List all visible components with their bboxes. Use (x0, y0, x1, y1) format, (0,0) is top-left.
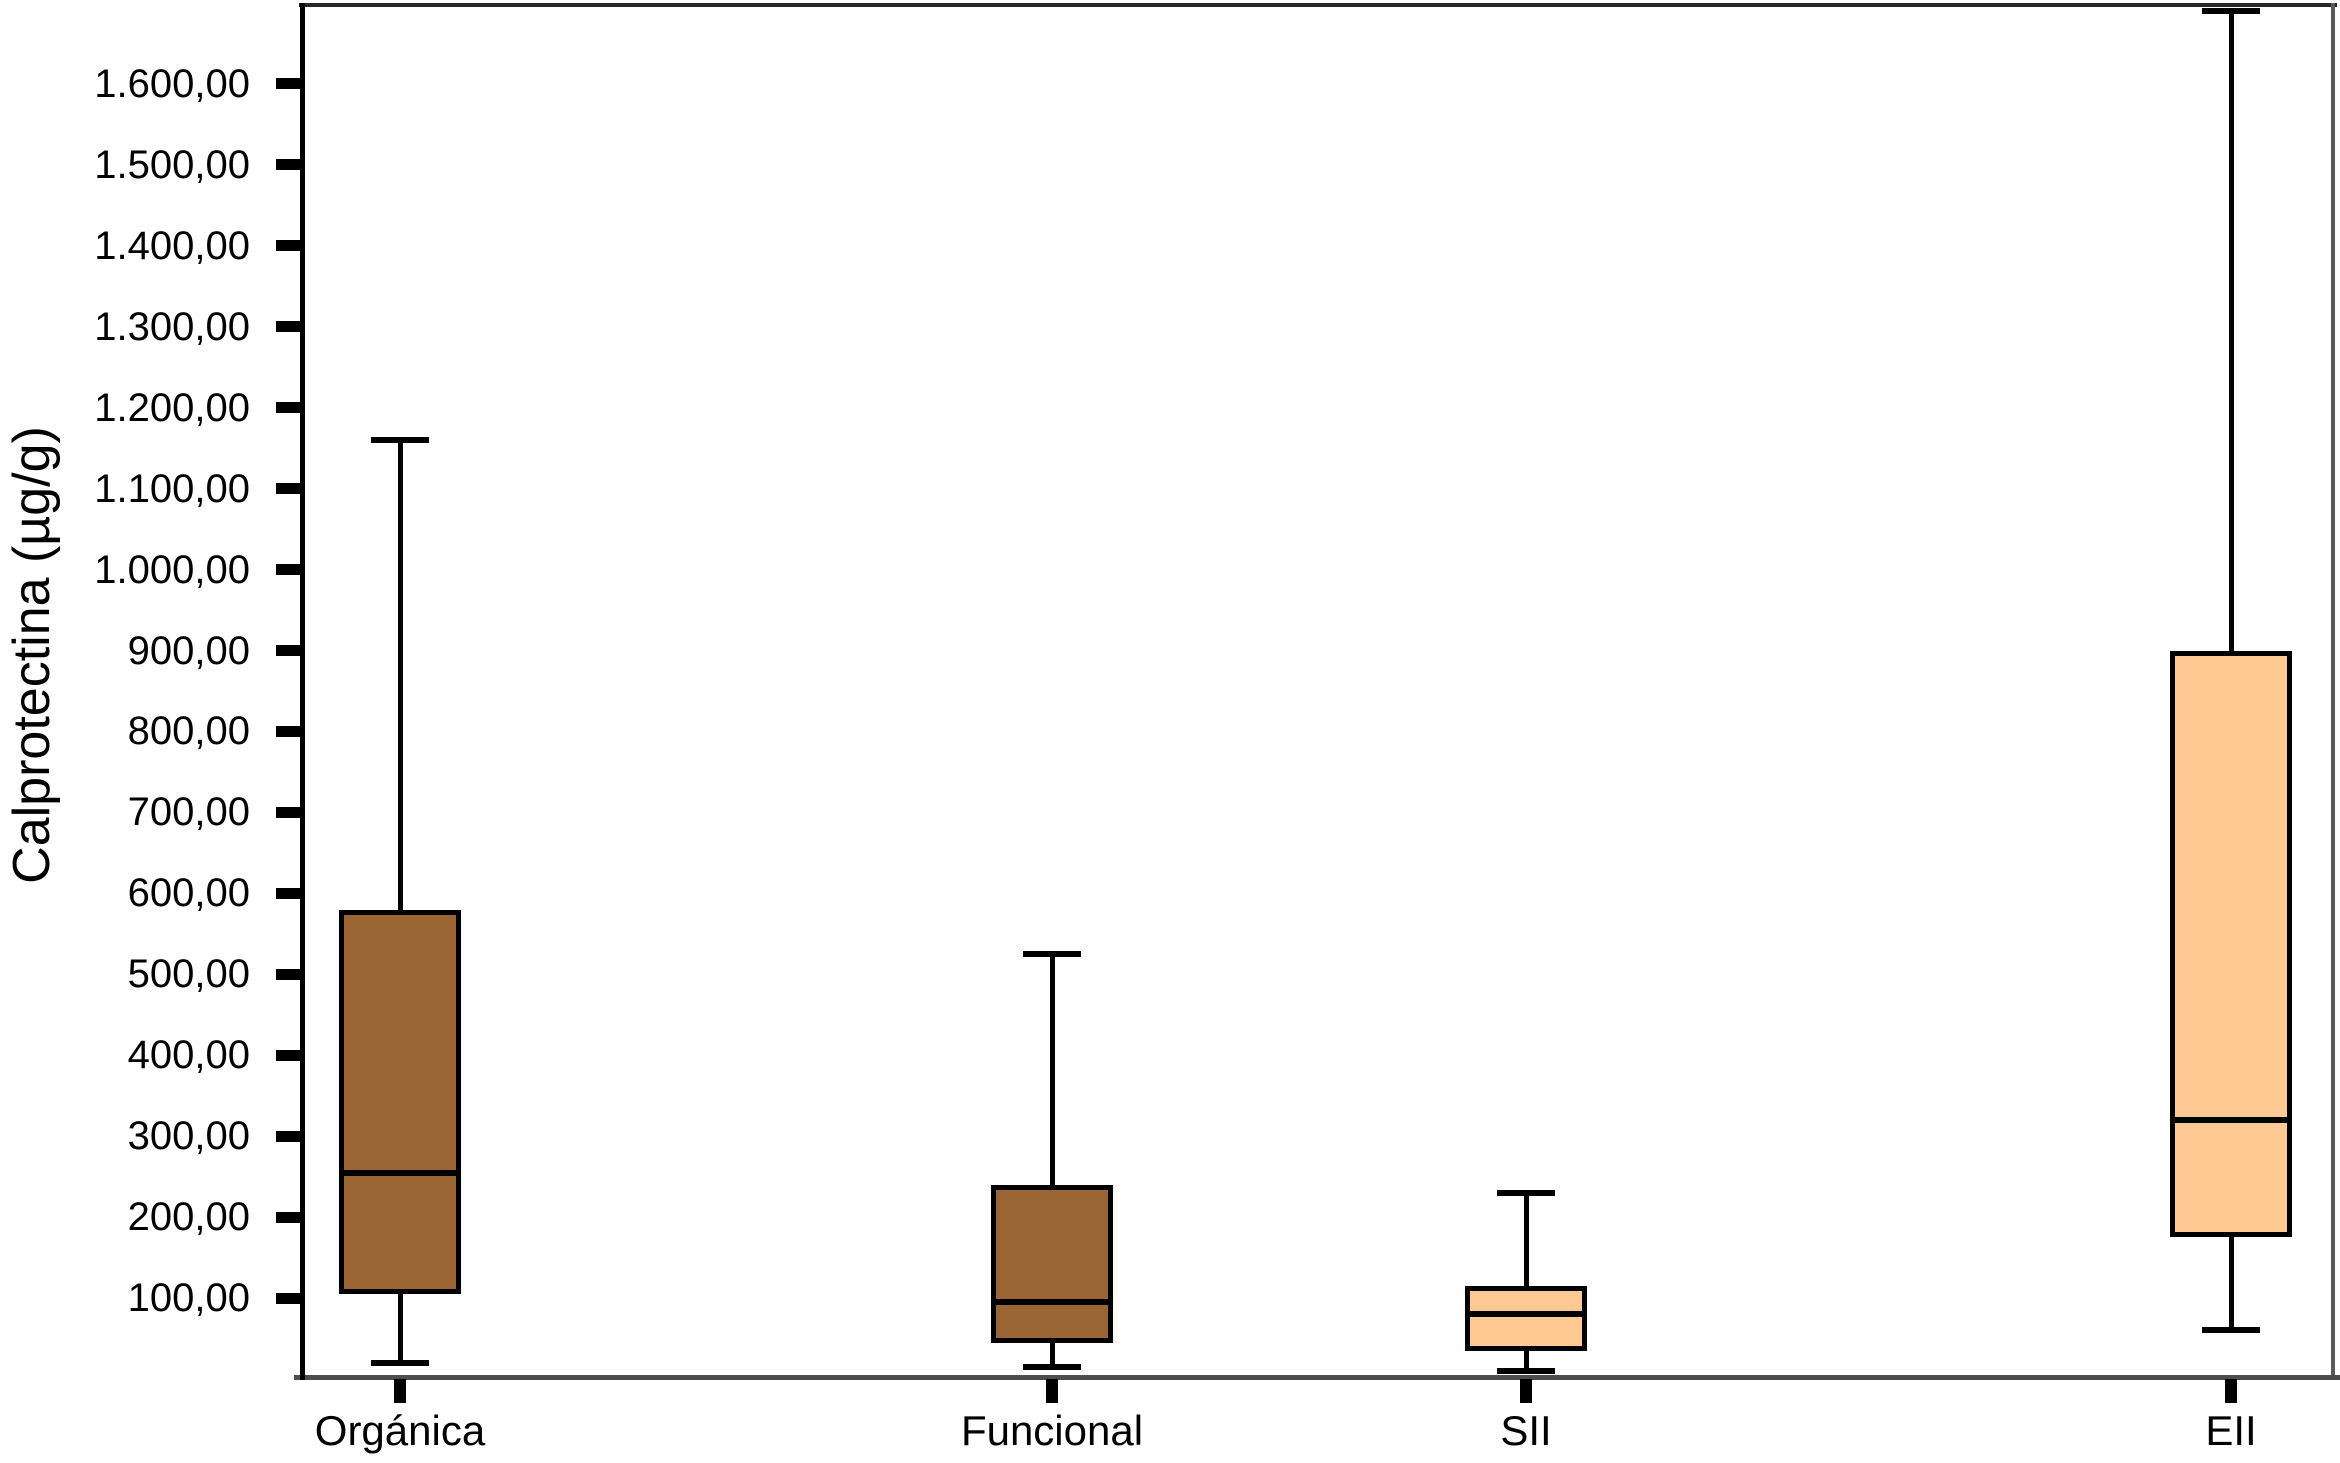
y-tick-label: 400,00 (127, 1033, 250, 1078)
x-category-label-eii: EII (2205, 1407, 2257, 1454)
y-tick-label: 900,00 (127, 628, 250, 673)
y-tick-label: 1.300,00 (94, 304, 250, 349)
plot-frame-top (299, 3, 2337, 7)
box-eii (2170, 650, 2292, 1238)
whisker-sii (1523, 1192, 1529, 1371)
whisker-cap-bottom-funcional (1023, 1363, 1081, 1370)
y-tick-label: 200,00 (127, 1195, 250, 1240)
y-tick-label: 100,00 (127, 1276, 250, 1321)
y-tick-mark (276, 483, 303, 495)
x-tick-funcional (1046, 1379, 1058, 1403)
whisker-funcional (1049, 954, 1055, 1367)
x-tick-eii (2225, 1379, 2237, 1403)
y-tick-mark (276, 78, 303, 90)
y-tick-mark (276, 564, 303, 576)
x-tick-organica (394, 1379, 406, 1403)
median-sii (1465, 1311, 1587, 1318)
whisker-organica (397, 440, 403, 1363)
y-tick-label: 500,00 (127, 952, 250, 997)
whisker-cap-top-eii (2202, 8, 2260, 15)
x-axis-line (294, 1375, 2340, 1380)
box-organica (339, 909, 461, 1294)
y-axis-line (300, 3, 305, 1380)
whisker-cap-bottom-eii (2202, 1327, 2260, 1334)
median-funcional (991, 1299, 1113, 1306)
whisker-cap-bottom-sii (1497, 1367, 1555, 1374)
x-category-label-organica: Orgánica (314, 1407, 486, 1454)
whisker-cap-top-sii (1497, 1189, 1555, 1196)
y-tick-label: 700,00 (127, 790, 250, 835)
y-tick-mark (276, 725, 303, 737)
x-tick-sii (1520, 1379, 1532, 1403)
y-tick-mark (276, 806, 303, 818)
median-organica (339, 1169, 461, 1176)
y-tick-mark (276, 159, 303, 171)
y-tick-mark (276, 1211, 303, 1223)
y-tick-label: 600,00 (127, 871, 250, 916)
y-tick-label: 1.100,00 (94, 466, 250, 511)
y-tick-mark (276, 240, 303, 252)
y-tick-mark (276, 1292, 303, 1304)
y-tick-label: 1.500,00 (94, 142, 250, 187)
median-eii (2170, 1116, 2292, 1123)
y-tick-label: 300,00 (127, 1114, 250, 1159)
x-category-label-funcional: Funcional (960, 1407, 1144, 1454)
y-tick-mark (276, 887, 303, 899)
y-tick-label: 1.200,00 (94, 385, 250, 430)
y-tick-label: 1.400,00 (94, 223, 250, 268)
whisker-cap-top-funcional (1023, 951, 1081, 958)
y-tick-mark (276, 645, 303, 657)
box-funcional (991, 1184, 1113, 1343)
y-tick-label: 800,00 (127, 709, 250, 754)
x-category-label-sii: SII (1500, 1407, 1552, 1454)
box-sii (1465, 1285, 1587, 1351)
y-tick-label: 1.000,00 (94, 547, 250, 592)
whisker-cap-bottom-organica (371, 1359, 429, 1366)
plot-frame-right (2331, 3, 2335, 1380)
y-tick-mark (276, 402, 303, 414)
y-tick-mark (276, 1049, 303, 1061)
y-tick-mark (276, 968, 303, 980)
y-tick-mark (276, 1130, 303, 1142)
y-tick-mark (276, 321, 303, 333)
y-tick-label: 1.600,00 (94, 61, 250, 106)
whisker-cap-top-organica (371, 437, 429, 444)
